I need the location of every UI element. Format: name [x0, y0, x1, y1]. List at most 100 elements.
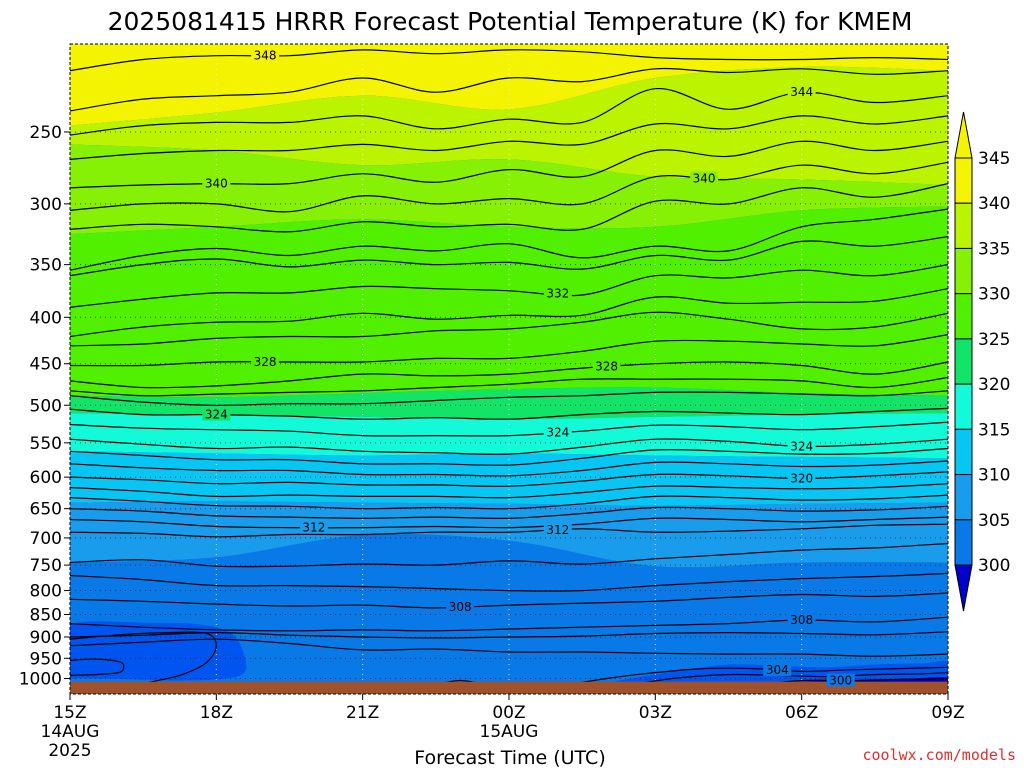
contour-line-unlabeled-27	[70, 542, 948, 568]
colorbar-segment-335	[954, 202, 973, 249]
contour-line-unlabeled-28	[70, 572, 948, 592]
x-tick-label-06Z: 06Z	[785, 703, 818, 723]
contour-label-bg	[543, 522, 572, 536]
y-tick-label-250: 250	[30, 123, 62, 143]
contour-label-340: 340	[693, 172, 716, 186]
x-tick-label-00Z: 00Z	[492, 703, 525, 723]
contour-label-324: 324	[205, 408, 228, 422]
colorbar-under-arrow	[954, 564, 973, 612]
contour-line-unlabeled-15	[70, 390, 948, 406]
contour-label-348: 348	[254, 49, 277, 63]
contour-line-unlabeled-14	[70, 376, 948, 397]
x-axis-label: Forecast Time (UTC)	[414, 747, 605, 768]
contour-line-328-12	[70, 334, 948, 367]
y-tick-label-650: 650	[30, 500, 62, 520]
colorbar-label-340: 340	[978, 194, 1010, 214]
y-tick-label-300: 300	[30, 195, 62, 215]
contour-label-bg	[446, 599, 475, 613]
contour-line-unlabeled-20	[70, 460, 948, 477]
colorbar-segment-305	[954, 474, 973, 521]
y-tick-label-500: 500	[30, 396, 62, 416]
contour-line-unlabeled-1	[70, 67, 948, 112]
x-tick-date-15Z: 14AUG	[41, 722, 100, 742]
contour-line-unlabeled-36	[70, 658, 125, 676]
y-tick-label-950: 950	[30, 649, 62, 669]
fill-band-340-345	[70, 66, 948, 185]
x-tick-label-15Z: 15Z	[53, 703, 86, 723]
contour-label-304: 304	[766, 663, 789, 677]
x-tick-date-00Z: 15AUG	[480, 722, 539, 742]
contour-label-bg	[787, 439, 816, 453]
ground-fill	[70, 681, 948, 694]
watermark: coolwx.com/models	[862, 746, 1016, 764]
y-tick-label-700: 700	[30, 529, 62, 549]
contour-label-bg	[592, 359, 621, 373]
contour-label-bg	[251, 354, 280, 368]
contour-label-bg	[690, 171, 719, 185]
colorbar-label-320: 320	[978, 375, 1010, 395]
contour-label-bg	[251, 48, 280, 62]
contour-line-304-33	[557, 666, 948, 687]
contour-label-324: 324	[790, 439, 813, 453]
contour-label-324: 324	[546, 426, 569, 440]
colorbar-segment-310	[954, 428, 973, 476]
contour-label-320: 320	[790, 471, 813, 485]
colorbar-label-300: 300	[978, 556, 1010, 576]
contour-line-unlabeled-32	[70, 638, 948, 657]
contour-lines	[70, 49, 948, 687]
contour-label-bg	[787, 85, 816, 99]
contour-line-unlabeled-24	[70, 505, 948, 520]
x-tick-label-21Z: 21Z	[346, 703, 379, 723]
y-tick-label-1000: 1000	[19, 670, 62, 690]
contour-label-344: 344	[790, 85, 813, 99]
contour-line-unlabeled-7	[70, 208, 948, 271]
contour-label-312: 312	[546, 523, 569, 537]
y-tick-label-600: 600	[30, 468, 62, 488]
grid-lines	[70, 44, 948, 694]
colorbar-segment-300	[954, 519, 973, 566]
contour-line-unlabeled-10	[70, 288, 948, 338]
contour-line-332-9	[70, 264, 948, 308]
fill-band-325-330	[70, 387, 948, 420]
contour-line-unlabeled-23	[70, 494, 948, 510]
contour-line-308-29	[70, 592, 948, 609]
contour-label-bg	[787, 471, 816, 485]
colorbar-over-arrow	[954, 111, 973, 159]
colorbar-label-325: 325	[978, 330, 1010, 350]
colorbar-label-310: 310	[978, 466, 1010, 486]
colorbar-segment-330	[954, 247, 973, 295]
contour-label-bg	[763, 662, 792, 676]
y-tick-label-750: 750	[30, 556, 62, 576]
fill-band-330-335	[70, 206, 948, 398]
colorbar-segment-315	[954, 383, 973, 430]
contour-line-312-25	[70, 516, 948, 529]
contour-line-unlabeled-11	[70, 311, 948, 347]
contour-line-unlabeled-19	[70, 447, 948, 466]
contour-label-328: 328	[254, 355, 277, 369]
contour-label-312: 312	[302, 521, 325, 535]
contour-label-340: 340	[205, 177, 228, 191]
ground-layer	[70, 681, 948, 694]
fill-band-315-320	[70, 451, 948, 506]
contour-label-300: 300	[829, 674, 852, 688]
contour-label-308: 308	[449, 600, 472, 614]
colorbar-segment-325	[954, 293, 973, 340]
colorbar-label-345: 345	[978, 149, 1010, 169]
contour-labels: 348 344 340 340 332 328 328 324 324 324 320 312 312 3…	[202, 48, 855, 688]
colorbar-label-335: 335	[978, 239, 1010, 259]
x-tick-label-18Z: 18Z	[200, 703, 233, 723]
contour-label-308: 308	[790, 613, 813, 627]
contour-label-bg	[543, 425, 572, 439]
chart-title: 2025081415 HRRR Forecast Potential Tempe…	[108, 7, 913, 36]
contour-line-348-0	[70, 49, 948, 72]
y-tick-label-400: 400	[30, 308, 62, 328]
contour-line-unlabeled-6	[70, 183, 948, 233]
contour-label-bg	[543, 286, 572, 300]
colorbar-label-330: 330	[978, 285, 1010, 305]
y-axis: 250 300 350 400 450 500 550 600 650 700 750 800 850 9…	[19, 123, 70, 690]
contour-line-unlabeled-31	[70, 631, 948, 639]
filled-contour-bands	[70, 44, 948, 694]
x-tick-label-03Z: 03Z	[639, 703, 672, 723]
